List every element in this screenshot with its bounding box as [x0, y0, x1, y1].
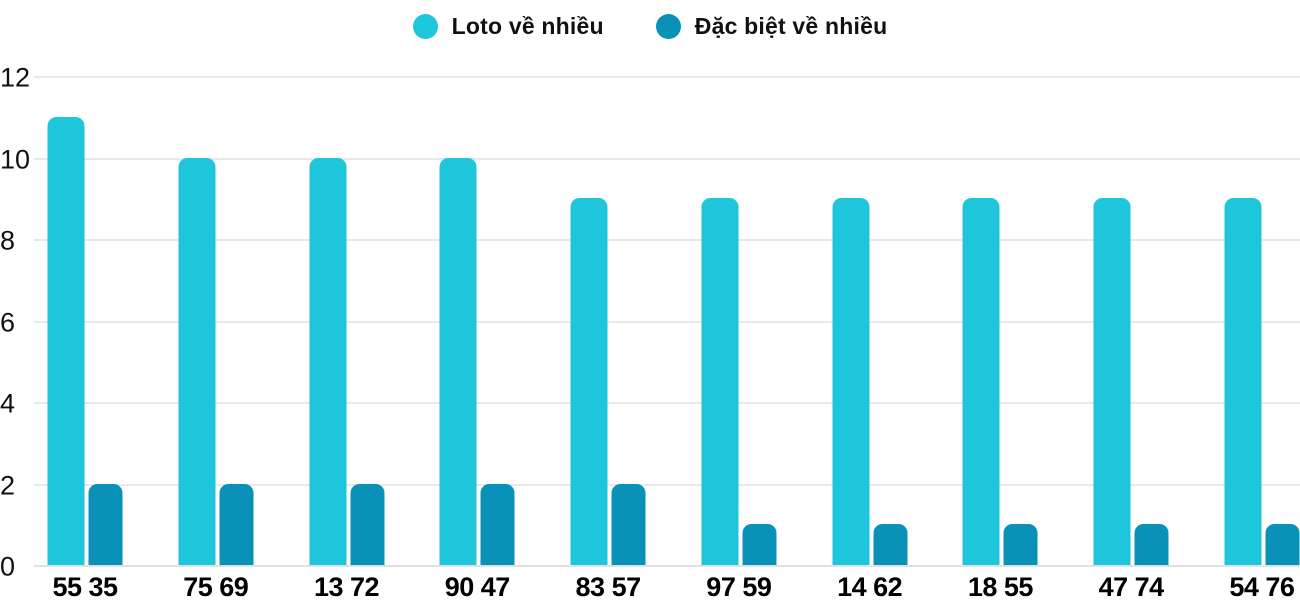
bar-loto[interactable]: [47, 116, 85, 565]
bar-group: [832, 198, 908, 565]
x-axis-label: 90 47: [444, 572, 511, 600]
x-axis-label: 47 74: [1098, 572, 1165, 600]
legend-item-dacbiet[interactable]: Đặc biệt về nhiều: [655, 13, 888, 40]
x-axis-label: 83 57: [575, 572, 642, 600]
bar-dacbiet[interactable]: [742, 524, 777, 565]
bar-loto[interactable]: [832, 198, 870, 565]
y-tick-label: 6: [0, 307, 16, 337]
legend: Loto về nhiều Đặc biệt về nhiều: [0, 13, 1300, 40]
bar-group: [47, 116, 123, 565]
x-axis-label: 97 59: [706, 572, 772, 600]
x-axis-label: 55 35: [52, 572, 118, 600]
x-axis-label: 75 69: [183, 572, 249, 600]
x-axis-label: 18 55: [967, 572, 1034, 600]
gridline: [34, 320, 1300, 323]
gridline: [34, 157, 1300, 160]
y-tick-label: 8: [0, 225, 16, 256]
bar-dacbiet[interactable]: [1003, 524, 1038, 565]
bar-group: [1093, 198, 1169, 565]
legend-label-loto: Loto về nhiều: [451, 13, 604, 39]
y-tick-label: 4: [0, 388, 16, 419]
y-tick-label: 10: [0, 144, 31, 174]
bar-loto[interactable]: [1224, 198, 1262, 565]
bar-loto[interactable]: [570, 198, 608, 565]
bar-loto[interactable]: [178, 157, 216, 565]
bar-dacbiet[interactable]: [350, 483, 385, 565]
gridline: [34, 402, 1300, 404]
y-tick-label: 0: [0, 551, 16, 582]
y-tick-label: 2: [0, 470, 16, 500]
bar-group: [178, 157, 254, 565]
bar-group: [309, 157, 385, 565]
bar-group: [701, 198, 777, 565]
bar-loto[interactable]: [962, 198, 1000, 565]
x-axis-label: 14 62: [837, 572, 903, 600]
bar-loto[interactable]: [439, 157, 477, 565]
legend-item-loto[interactable]: Loto về nhiều: [412, 13, 604, 40]
bar-group: [962, 198, 1038, 565]
bar-dacbiet[interactable]: [1265, 524, 1300, 565]
bar-dacbiet[interactable]: [1134, 524, 1169, 565]
bar-group: [570, 198, 646, 565]
bar-dacbiet[interactable]: [873, 524, 908, 565]
bar-loto[interactable]: [309, 157, 347, 565]
bar-group: [1224, 198, 1300, 565]
bar-dacbiet[interactable]: [88, 483, 123, 565]
bar-dacbiet[interactable]: [219, 483, 254, 565]
bar-dacbiet[interactable]: [611, 483, 646, 565]
gridline: [34, 76, 1300, 78]
gridline: [34, 239, 1300, 241]
gridline: [34, 483, 1300, 486]
legend-label-dacbiet: Đặc biệt về nhiều: [694, 13, 888, 39]
legend-dot-loto-icon: [412, 14, 438, 39]
y-tick-label: 12: [0, 62, 31, 93]
bar-loto[interactable]: [1093, 198, 1131, 565]
x-axis-label: 54 76: [1229, 572, 1295, 600]
bar-loto[interactable]: [701, 198, 739, 565]
x-axis-baseline: [34, 565, 1300, 567]
bar-group: [439, 157, 515, 565]
bar-dacbiet[interactable]: [480, 483, 515, 565]
x-axis-label: 13 72: [313, 572, 380, 600]
legend-dot-dacbiet-icon: [655, 14, 681, 39]
